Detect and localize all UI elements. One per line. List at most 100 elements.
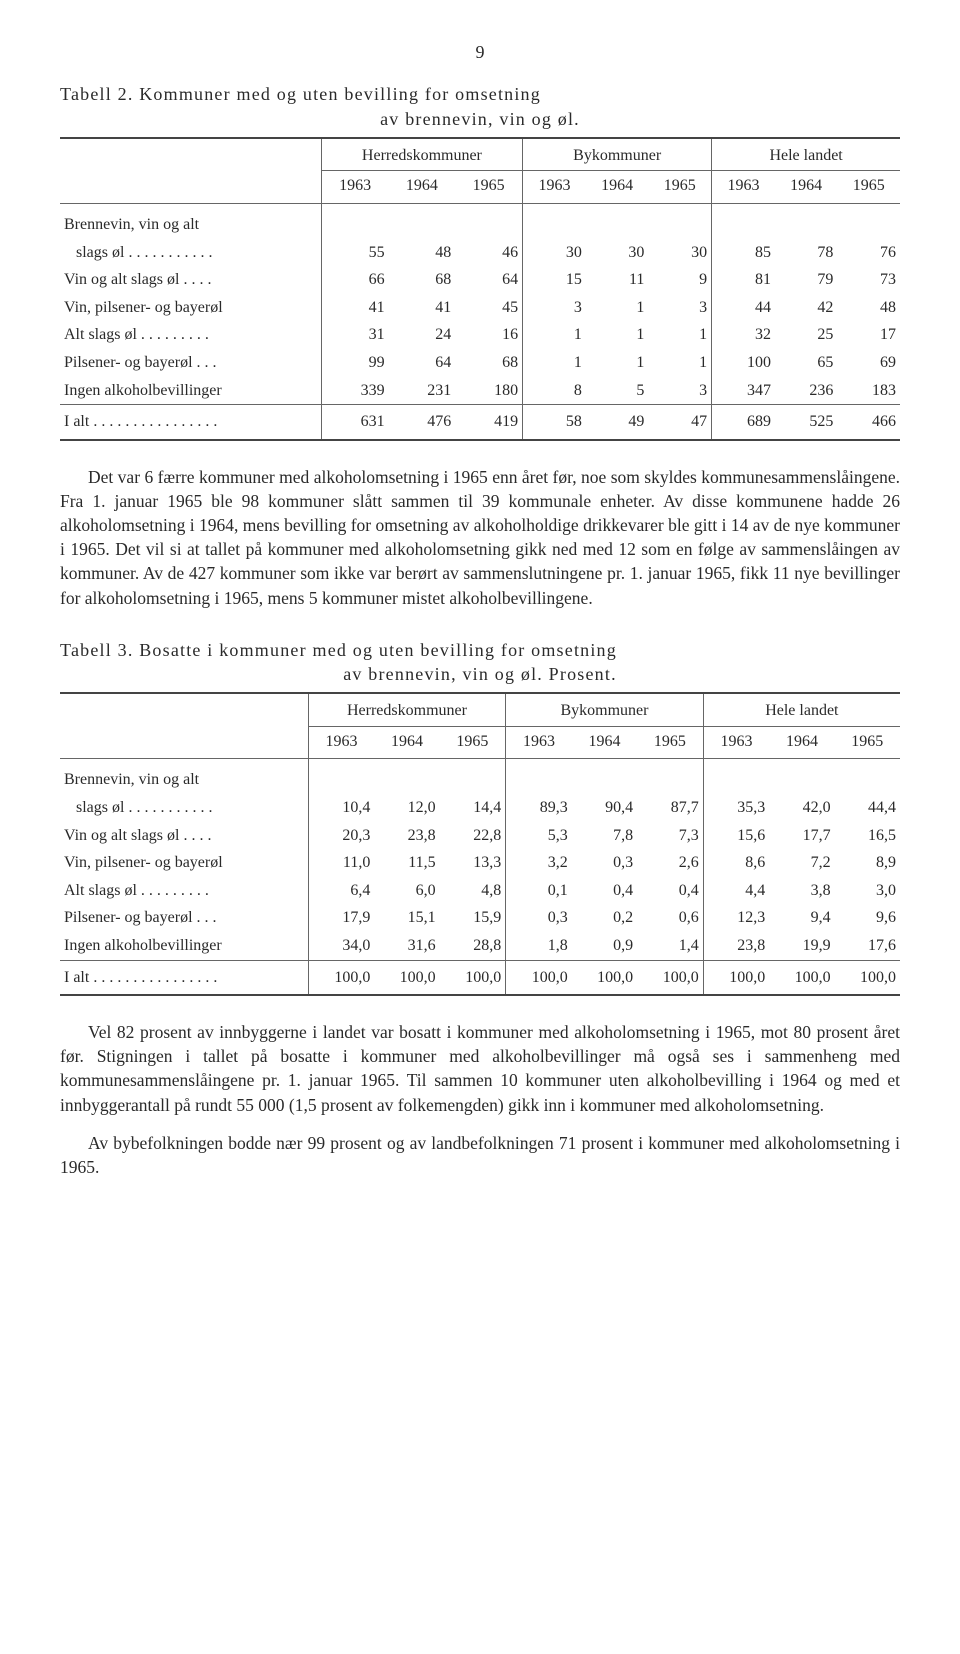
cell: 12,0 xyxy=(374,794,439,822)
cell: 12,3 xyxy=(703,904,769,932)
cell: 1 xyxy=(523,349,586,377)
row-label: Vin og alt slags øl . . . . xyxy=(60,266,321,294)
cell: 55 xyxy=(321,239,388,267)
cell-empty xyxy=(769,759,834,794)
cell: 3,2 xyxy=(506,849,572,877)
table-row: Brennevin, vin og alt xyxy=(60,204,900,239)
cell: 4,4 xyxy=(703,877,769,905)
year-header: 1963 xyxy=(703,726,769,759)
cell: 64 xyxy=(455,266,522,294)
cell: 1,8 xyxy=(506,932,572,960)
cell: 1 xyxy=(523,321,586,349)
year-header: 1965 xyxy=(637,726,703,759)
cell-empty xyxy=(440,759,506,794)
table3-caption-line2: av brennevin, vin og øl. Prosent. xyxy=(60,662,900,686)
table3-caption-line1: Tabell 3. Bosatte i kommuner med og uten… xyxy=(60,640,617,660)
cell-empty xyxy=(648,204,711,239)
cell-empty xyxy=(586,204,648,239)
total-cell: 100,0 xyxy=(440,960,506,995)
table2-caption-line2: av brennevin, vin og øl. xyxy=(60,107,900,131)
cell: 0,3 xyxy=(506,904,572,932)
cell: 1,4 xyxy=(637,932,703,960)
total-label: I alt . . . . . . . . . . . . . . . . xyxy=(60,405,321,440)
cell: 34,0 xyxy=(308,932,374,960)
row-label: Brennevin, vin og alt xyxy=(60,204,321,239)
cell-empty xyxy=(837,204,900,239)
cell: 1 xyxy=(586,294,648,322)
cell-empty xyxy=(389,204,456,239)
cell: 100 xyxy=(712,349,775,377)
total-cell: 689 xyxy=(712,405,775,440)
table-row: Ingen alkoholbevillinger3392311808533472… xyxy=(60,377,900,405)
cell: 41 xyxy=(389,294,456,322)
cell: 7,2 xyxy=(769,849,834,877)
cell: 30 xyxy=(586,239,648,267)
cell: 1 xyxy=(586,321,648,349)
cell-empty xyxy=(506,759,572,794)
cell: 13,3 xyxy=(440,849,506,877)
cell: 45 xyxy=(455,294,522,322)
page-number: 9 xyxy=(60,40,900,64)
total-cell: 100,0 xyxy=(769,960,834,995)
year-header: 1964 xyxy=(586,171,648,204)
table-row: Pilsener- og bayerøl . . .99646811110065… xyxy=(60,349,900,377)
cell: 19,9 xyxy=(769,932,834,960)
cell: 31 xyxy=(321,321,388,349)
year-header: 1965 xyxy=(835,726,900,759)
table-row: Pilsener- og bayerøl . . .17,915,115,90,… xyxy=(60,904,900,932)
total-cell: 100,0 xyxy=(506,960,572,995)
table-row: Vin, pilsener- og bayerøl11,011,513,33,2… xyxy=(60,849,900,877)
row-label: Vin, pilsener- og bayerøl xyxy=(60,294,321,322)
total-cell: 58 xyxy=(523,405,586,440)
cell: 9,6 xyxy=(835,904,900,932)
table-row: slags øl . . . . . . . . . . .5548463030… xyxy=(60,239,900,267)
cell: 10,4 xyxy=(308,794,374,822)
cell: 42,0 xyxy=(769,794,834,822)
cell: 0,3 xyxy=(572,849,637,877)
cell: 5 xyxy=(586,377,648,405)
table-row: Vin, pilsener- og bayerøl414145313444248 xyxy=(60,294,900,322)
table2: Herredskommuner Bykommuner Hele landet 1… xyxy=(60,137,900,441)
cell: 0,9 xyxy=(572,932,637,960)
row-label: slags øl . . . . . . . . . . . xyxy=(60,794,308,822)
cell: 0,6 xyxy=(637,904,703,932)
total-cell: 476 xyxy=(389,405,456,440)
total-cell: 100,0 xyxy=(703,960,769,995)
cell: 35,3 xyxy=(703,794,769,822)
table2-stub xyxy=(60,138,321,204)
cell: 73 xyxy=(837,266,900,294)
year-header: 1964 xyxy=(572,726,637,759)
table2-group-3: Hele landet xyxy=(712,138,900,171)
cell-empty xyxy=(308,759,374,794)
cell: 3 xyxy=(523,294,586,322)
cell: 31,6 xyxy=(374,932,439,960)
year-header: 1963 xyxy=(523,171,586,204)
cell-empty xyxy=(712,204,775,239)
total-label: I alt . . . . . . . . . . . . . . . . xyxy=(60,960,308,995)
cell: 1 xyxy=(648,349,711,377)
cell: 9 xyxy=(648,266,711,294)
paragraph-2: Vel 82 prosent av innbyggerne i landet v… xyxy=(60,1020,900,1117)
cell: 7,8 xyxy=(572,822,637,850)
cell: 41 xyxy=(321,294,388,322)
cell: 6,4 xyxy=(308,877,374,905)
table-row: Vin og alt slags øl . . . .6668641511981… xyxy=(60,266,900,294)
table-row: Ingen alkoholbevillinger34,031,628,81,80… xyxy=(60,932,900,960)
cell: 17,7 xyxy=(769,822,834,850)
table2-group-1: Herredskommuner xyxy=(321,138,522,171)
row-label: Pilsener- og bayerøl . . . xyxy=(60,904,308,932)
cell-empty xyxy=(703,759,769,794)
year-header: 1964 xyxy=(769,726,834,759)
cell: 44 xyxy=(712,294,775,322)
cell: 5,3 xyxy=(506,822,572,850)
cell: 32 xyxy=(712,321,775,349)
cell: 0,4 xyxy=(572,877,637,905)
cell: 85 xyxy=(712,239,775,267)
year-header: 1964 xyxy=(775,171,837,204)
row-label: Alt slags øl . . . . . . . . . xyxy=(60,321,321,349)
total-cell: 525 xyxy=(775,405,837,440)
cell: 17 xyxy=(837,321,900,349)
paragraph-3: Av bybefolkningen bodde nær 99 prosent o… xyxy=(60,1131,900,1179)
cell: 180 xyxy=(455,377,522,405)
cell: 3,8 xyxy=(769,877,834,905)
